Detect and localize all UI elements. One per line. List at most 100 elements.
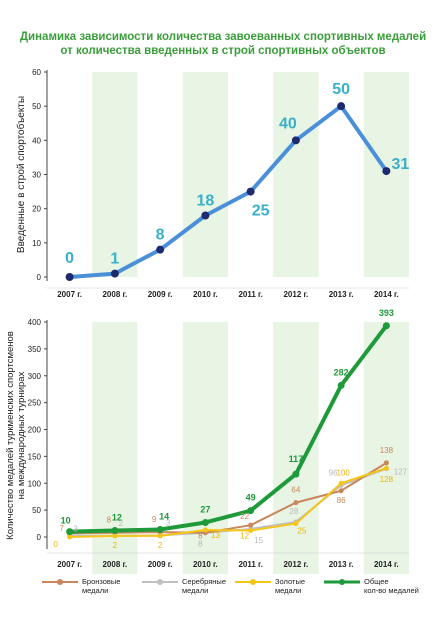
- bottom-series-point: [248, 528, 254, 534]
- bottom-y-tick-label: 150: [28, 452, 42, 461]
- top-x-tick-label: 2007 г.: [57, 290, 82, 299]
- top-data-label: 0: [65, 250, 74, 267]
- bottom-data-label: 117: [289, 454, 304, 464]
- bottom-x-tick-label: 2009 г.: [148, 560, 173, 569]
- title-line-2: от количества введенных в строй спортивн…: [60, 45, 386, 57]
- legend-label-line-1: Серебряные: [182, 577, 226, 586]
- top-y-tick-label: 20: [32, 205, 41, 214]
- legend-item: Серебряные медали: [142, 577, 226, 595]
- bottom-data-label: 8: [198, 540, 203, 549]
- bottom-chart-band: [273, 322, 319, 574]
- bottom-series-point: [66, 528, 74, 536]
- bottom-chart-band: [182, 322, 228, 574]
- top-series-point: [65, 273, 74, 281]
- title-line-1: Динамика зависимости количества завоеван…: [19, 31, 427, 43]
- top-y-tick-label: 40: [32, 136, 41, 145]
- bottom-series-point: [382, 322, 390, 330]
- top-data-label: 50: [332, 81, 350, 98]
- top-chart-band: [92, 72, 138, 277]
- bottom-series-point: [292, 470, 300, 478]
- bottom-data-label: 49: [246, 493, 256, 503]
- top-series-point: [156, 245, 165, 254]
- bottom-data-label: 3: [73, 524, 78, 533]
- bottom-series-point: [337, 381, 345, 389]
- bottom-x-tick-label: 2011 г.: [238, 560, 262, 569]
- bottom-series-point: [383, 460, 389, 466]
- bottom-series-point: [248, 522, 254, 528]
- bottom-data-label: 14: [159, 511, 169, 521]
- bottom-data-label: 12: [240, 532, 249, 541]
- bottom-y-axis-label-line-2: на международных турнирах: [16, 371, 27, 499]
- bottom-x-tick-label: 2010 г.: [193, 560, 218, 569]
- bottom-series-point: [156, 525, 164, 533]
- bottom-data-label: 64: [291, 486, 300, 495]
- top-series-point: [246, 187, 255, 196]
- bottom-data-label: 28: [289, 507, 298, 516]
- top-chart-band: [182, 72, 228, 277]
- top-y-tick-label: 30: [32, 171, 41, 180]
- top-data-label: 8: [156, 227, 165, 244]
- bottom-series-point: [383, 465, 389, 471]
- bottom-data-label: 282: [334, 367, 349, 377]
- bottom-y-tick-label: 50: [32, 506, 41, 515]
- bottom-data-label: 86: [337, 496, 346, 505]
- bottom-series-point: [247, 507, 255, 515]
- bottom-data-label: 25: [297, 527, 306, 536]
- bottom-data-label: 12: [112, 513, 122, 523]
- legend-label-line-2: кол-во медалей: [364, 586, 419, 595]
- bottom-data-label: 2: [113, 541, 118, 550]
- top-y-tick-label: 50: [32, 102, 41, 111]
- legend-swatch-marker: [339, 579, 345, 585]
- bottom-y-tick-label: 250: [28, 399, 42, 408]
- bottom-data-label: 9: [152, 515, 157, 524]
- legend-swatch-marker: [57, 579, 63, 585]
- legend-item: Бронзовые медали: [42, 577, 120, 595]
- bottom-data-label: 8: [198, 532, 203, 541]
- legend-label-line-1: Общее: [364, 577, 389, 586]
- bottom-data-label: 15: [254, 536, 263, 545]
- bottom-y-tick-label: 300: [28, 372, 42, 381]
- legend-label-line-1: Золотые: [275, 577, 305, 586]
- bottom-data-label: 8: [107, 516, 112, 525]
- legend-label: Серебряные медали: [182, 577, 226, 595]
- top-data-label: 25: [252, 203, 270, 220]
- bottom-data-label: 138: [380, 446, 394, 455]
- legend-item: Общее кол-во медалей: [324, 577, 419, 595]
- top-series-point: [337, 102, 346, 111]
- top-x-tick-label: 2010 г.: [193, 290, 218, 299]
- bottom-data-label: 3: [166, 518, 171, 527]
- top-x-tick-label: 2014 г.: [374, 290, 399, 299]
- top-x-tick-label: 2008 г.: [102, 290, 127, 299]
- bottom-series-line: [69, 461, 387, 535]
- bottom-y-tick-label: 0: [37, 533, 42, 542]
- bottom-data-label: 100: [336, 468, 350, 477]
- bottom-y-axis-label: Количество медалей туркменских спортсмен…: [5, 331, 27, 540]
- top-x-tick-label: 2012 г.: [283, 290, 308, 299]
- top-data-label: 31: [391, 156, 409, 173]
- top-x-tick-label: 2011 г.: [238, 290, 262, 299]
- legend-label: Золотые медали: [275, 577, 305, 595]
- top-chart-band: [273, 72, 319, 277]
- top-data-label: 40: [279, 115, 297, 132]
- bottom-series-point: [111, 527, 119, 535]
- bottom-y-tick-label: 400: [28, 318, 42, 327]
- bottom-series-point: [293, 500, 299, 506]
- legend-label: Общее кол-во медалей: [364, 577, 419, 595]
- bottom-y-axis-label-line-1: Количество медалей туркменских спортсмен…: [5, 331, 16, 540]
- bottom-series-line: [69, 467, 387, 538]
- top-series-point: [291, 136, 300, 145]
- bottom-series-point: [338, 488, 344, 494]
- bottom-data-label: 22: [240, 512, 249, 521]
- bottom-series-point: [67, 534, 73, 540]
- top-series-point: [201, 211, 210, 220]
- top-y-tick-label: 0: [37, 273, 42, 282]
- bottom-data-label: 13: [211, 531, 220, 540]
- bottom-x-tick-label: 2012 г.: [283, 560, 308, 569]
- bottom-y-tick-label: 200: [28, 426, 42, 435]
- legend-swatch-marker: [250, 579, 256, 585]
- bottom-y-tick-label: 350: [28, 345, 42, 354]
- bottom-data-label: 393: [379, 308, 394, 318]
- bottom-x-tick-label: 2008 г.: [102, 560, 127, 569]
- top-series-line: [69, 104, 389, 279]
